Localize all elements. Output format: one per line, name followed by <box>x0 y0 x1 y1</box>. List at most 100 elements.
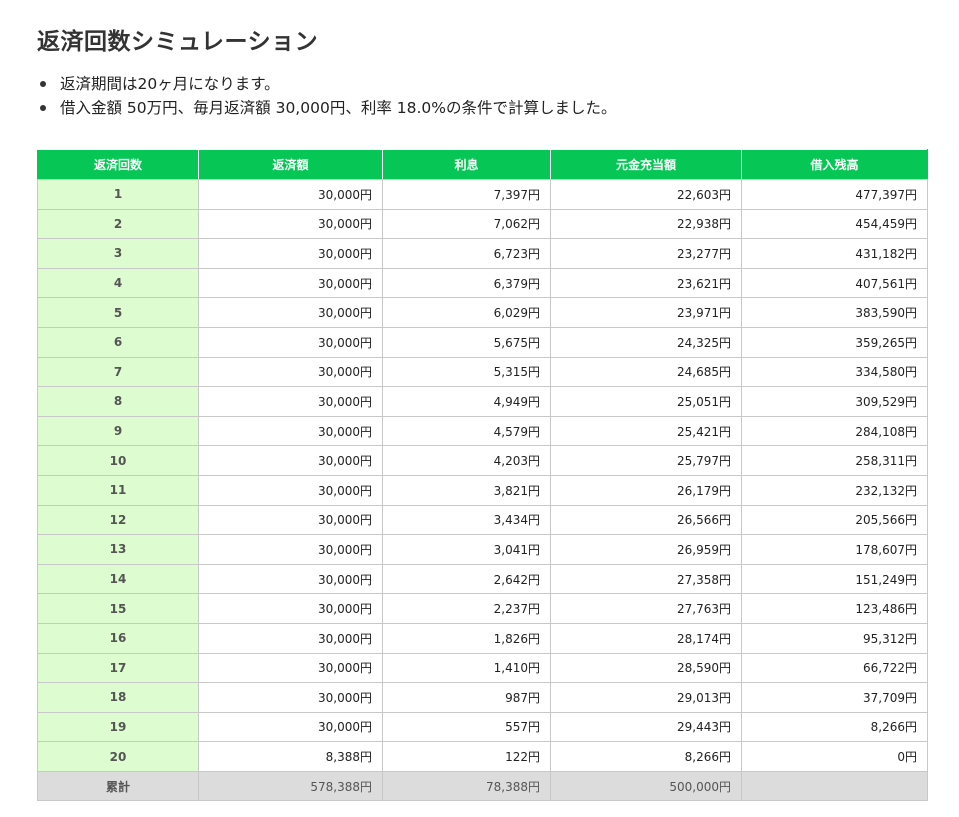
cell-balance: 37,709円 <box>741 682 928 713</box>
cell-count: 1 <box>37 179 199 210</box>
cell-payment: 30,000円 <box>198 534 383 565</box>
cell-count: 累計 <box>37 770 199 802</box>
cell-payment: 30,000円 <box>198 652 383 684</box>
cell-principal: 27,358円 <box>550 563 742 595</box>
cell-interest: 6,723円 <box>382 238 551 269</box>
cell-balance: 151,249円 <box>741 563 928 595</box>
cell-payment: 30,000円 <box>198 504 383 536</box>
table-row: 3 30,000円 6,723円 23,277円 431,182円 <box>37 238 928 269</box>
cell-interest: 122円 <box>382 741 551 772</box>
table-row: 10 30,000円 4,203円 25,797円 258,311円 <box>37 445 928 476</box>
cell-interest: 5,675円 <box>382 326 551 358</box>
cell-count: 7 <box>37 356 199 388</box>
cell-principal: 28,174円 <box>550 622 742 654</box>
cell-interest: 4,949円 <box>382 386 551 417</box>
cell-interest: 3,821円 <box>382 474 551 506</box>
table-row: 18 30,000円 987円 29,013円 37,709円 <box>37 682 928 713</box>
table-row: 19 30,000円 557円 29,443円 8,266円 <box>37 711 928 743</box>
cell-principal: 23,277円 <box>550 238 742 269</box>
table-row: 11 30,000円 3,821円 26,179円 232,132円 <box>37 474 928 506</box>
cell-balance: 454,459円 <box>741 208 928 240</box>
cell-balance: 383,590円 <box>741 297 928 328</box>
table-row: 16 30,000円 1,826円 28,174円 95,312円 <box>37 622 928 654</box>
cell-count: 3 <box>37 238 199 269</box>
cell-payment: 30,000円 <box>198 386 383 417</box>
cell-principal: 28,590円 <box>550 652 742 684</box>
cell-interest: 7,397円 <box>382 179 551 210</box>
page-title: 返済回数シミュレーション <box>37 29 319 55</box>
table-row: 20 8,388円 122円 8,266円 0円 <box>37 741 928 772</box>
header-count: 返済回数 <box>37 149 199 180</box>
cell-count: 16 <box>37 622 199 654</box>
cell-count: 4 <box>37 267 199 299</box>
cell-principal: 29,013円 <box>550 682 742 713</box>
cell-balance: 258,311円 <box>741 445 928 476</box>
cell-payment: 30,000円 <box>198 563 383 595</box>
cell-principal: 25,797円 <box>550 445 742 476</box>
cell-principal: 22,938円 <box>550 208 742 240</box>
cell-payment: 30,000円 <box>198 415 383 447</box>
header-principal: 元金充当額 <box>550 149 742 180</box>
cell-principal: 25,421円 <box>550 415 742 447</box>
table-row: 14 30,000円 2,642円 27,358円 151,249円 <box>37 563 928 595</box>
cell-balance: 359,265円 <box>741 326 928 358</box>
header-balance: 借入残高 <box>741 149 928 180</box>
cell-interest: 4,203円 <box>382 445 551 476</box>
cell-count: 11 <box>37 474 199 506</box>
cell-count: 18 <box>37 682 199 713</box>
cell-payment: 30,000円 <box>198 326 383 358</box>
cell-interest: 7,062円 <box>382 208 551 240</box>
cell-count: 6 <box>37 326 199 358</box>
cell-principal: 23,971円 <box>550 297 742 328</box>
cell-count: 12 <box>37 504 199 536</box>
cell-count: 14 <box>37 563 199 595</box>
cell-principal: 22,603円 <box>550 179 742 210</box>
cell-principal: 29,443円 <box>550 711 742 743</box>
table-row: 5 30,000円 6,029円 23,971円 383,590円 <box>37 297 928 328</box>
cell-payment: 30,000円 <box>198 238 383 269</box>
notes-list: 返済期間は20ヶ月になります。 借入金額 50万円、毎月返済額 30,000円、… <box>37 72 616 120</box>
cell-payment: 30,000円 <box>198 711 383 743</box>
table-row: 1 30,000円 7,397円 22,603円 477,397円 <box>37 179 928 210</box>
cell-payment: 30,000円 <box>198 267 383 299</box>
cell-payment: 30,000円 <box>198 297 383 328</box>
cell-interest: 557円 <box>382 711 551 743</box>
cell-interest: 1,826円 <box>382 622 551 654</box>
cell-count: 5 <box>37 297 199 328</box>
table-row: 4 30,000円 6,379円 23,621円 407,561円 <box>37 267 928 299</box>
table-row: 2 30,000円 7,062円 22,938円 454,459円 <box>37 208 928 240</box>
cell-balance: 0円 <box>741 741 928 772</box>
cell-balance: 309,529円 <box>741 386 928 417</box>
header-interest: 利息 <box>382 149 551 180</box>
cell-balance <box>741 770 928 802</box>
cell-principal: 26,179円 <box>550 474 742 506</box>
cell-interest: 2,237円 <box>382 593 551 624</box>
cell-interest: 987円 <box>382 682 551 713</box>
cell-payment: 30,000円 <box>198 356 383 388</box>
table-row: 7 30,000円 5,315円 24,685円 334,580円 <box>37 356 928 388</box>
cell-principal: 25,051円 <box>550 386 742 417</box>
cell-interest: 3,041円 <box>382 534 551 565</box>
note-item: 借入金額 50万円、毎月返済額 30,000円、利率 18.0%の条件で計算しま… <box>37 96 616 120</box>
cell-balance: 232,132円 <box>741 474 928 506</box>
cell-interest: 2,642円 <box>382 563 551 595</box>
cell-count: 17 <box>37 652 199 684</box>
cell-interest: 5,315円 <box>382 356 551 388</box>
cell-payment: 30,000円 <box>198 208 383 240</box>
cell-count: 10 <box>37 445 199 476</box>
cell-interest: 1,410円 <box>382 652 551 684</box>
table-row: 6 30,000円 5,675円 24,325円 359,265円 <box>37 326 928 358</box>
cell-balance: 95,312円 <box>741 622 928 654</box>
cell-interest: 78,388円 <box>382 770 551 802</box>
cell-balance: 431,182円 <box>741 238 928 269</box>
cell-count: 15 <box>37 593 199 624</box>
cell-payment: 30,000円 <box>198 622 383 654</box>
table-row: 9 30,000円 4,579円 25,421円 284,108円 <box>37 415 928 447</box>
cell-interest: 3,434円 <box>382 504 551 536</box>
cell-interest: 6,379円 <box>382 267 551 299</box>
table-row: 8 30,000円 4,949円 25,051円 309,529円 <box>37 386 928 417</box>
cell-payment: 30,000円 <box>198 474 383 506</box>
cell-balance: 284,108円 <box>741 415 928 447</box>
table-row: 15 30,000円 2,237円 27,763円 123,486円 <box>37 593 928 624</box>
